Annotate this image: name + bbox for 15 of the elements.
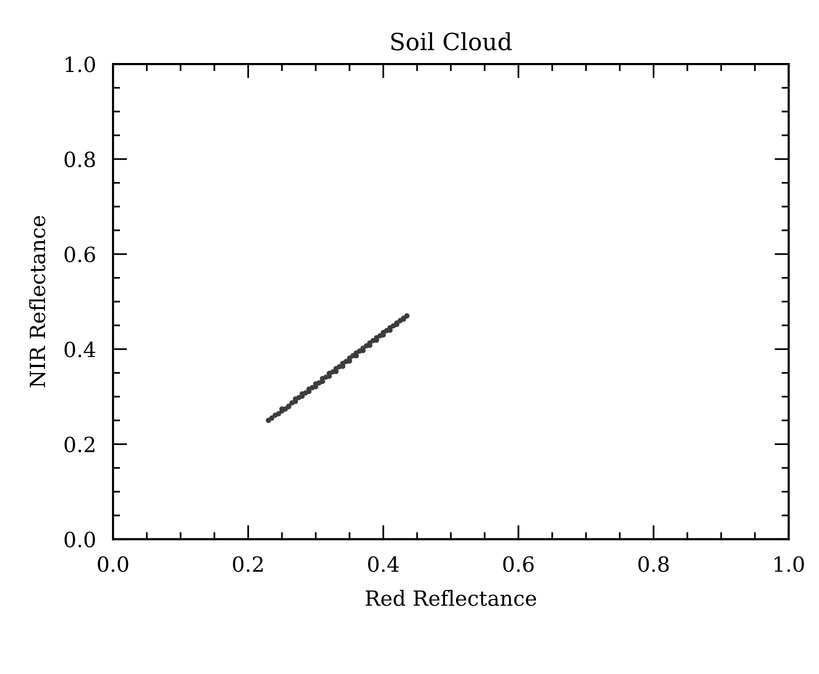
x-tick-label: 0.8	[638, 556, 669, 572]
y-tick-label: 0.4	[64, 342, 96, 358]
y-axis-title: NIR Reflectance	[29, 216, 46, 388]
x-tick-label: 0.2	[232, 556, 263, 572]
y-tick-label: 0.0	[64, 532, 95, 548]
y-tick-label: 1.0	[66, 56, 95, 72]
x-axis-title: Red Reflectance	[366, 590, 536, 606]
chart-title: Soil Cloud	[391, 32, 512, 50]
y-tick-label: 0.2	[64, 436, 94, 452]
y-tick-label: 0.8	[64, 152, 95, 168]
x-tick-label: 0.4	[368, 556, 399, 572]
y-tick-label: 0.6	[64, 246, 96, 262]
x-tick-label: 0.0	[98, 556, 128, 572]
x-tick-label: 0.6	[503, 556, 534, 572]
x-tick-label: 1.0	[774, 556, 804, 572]
